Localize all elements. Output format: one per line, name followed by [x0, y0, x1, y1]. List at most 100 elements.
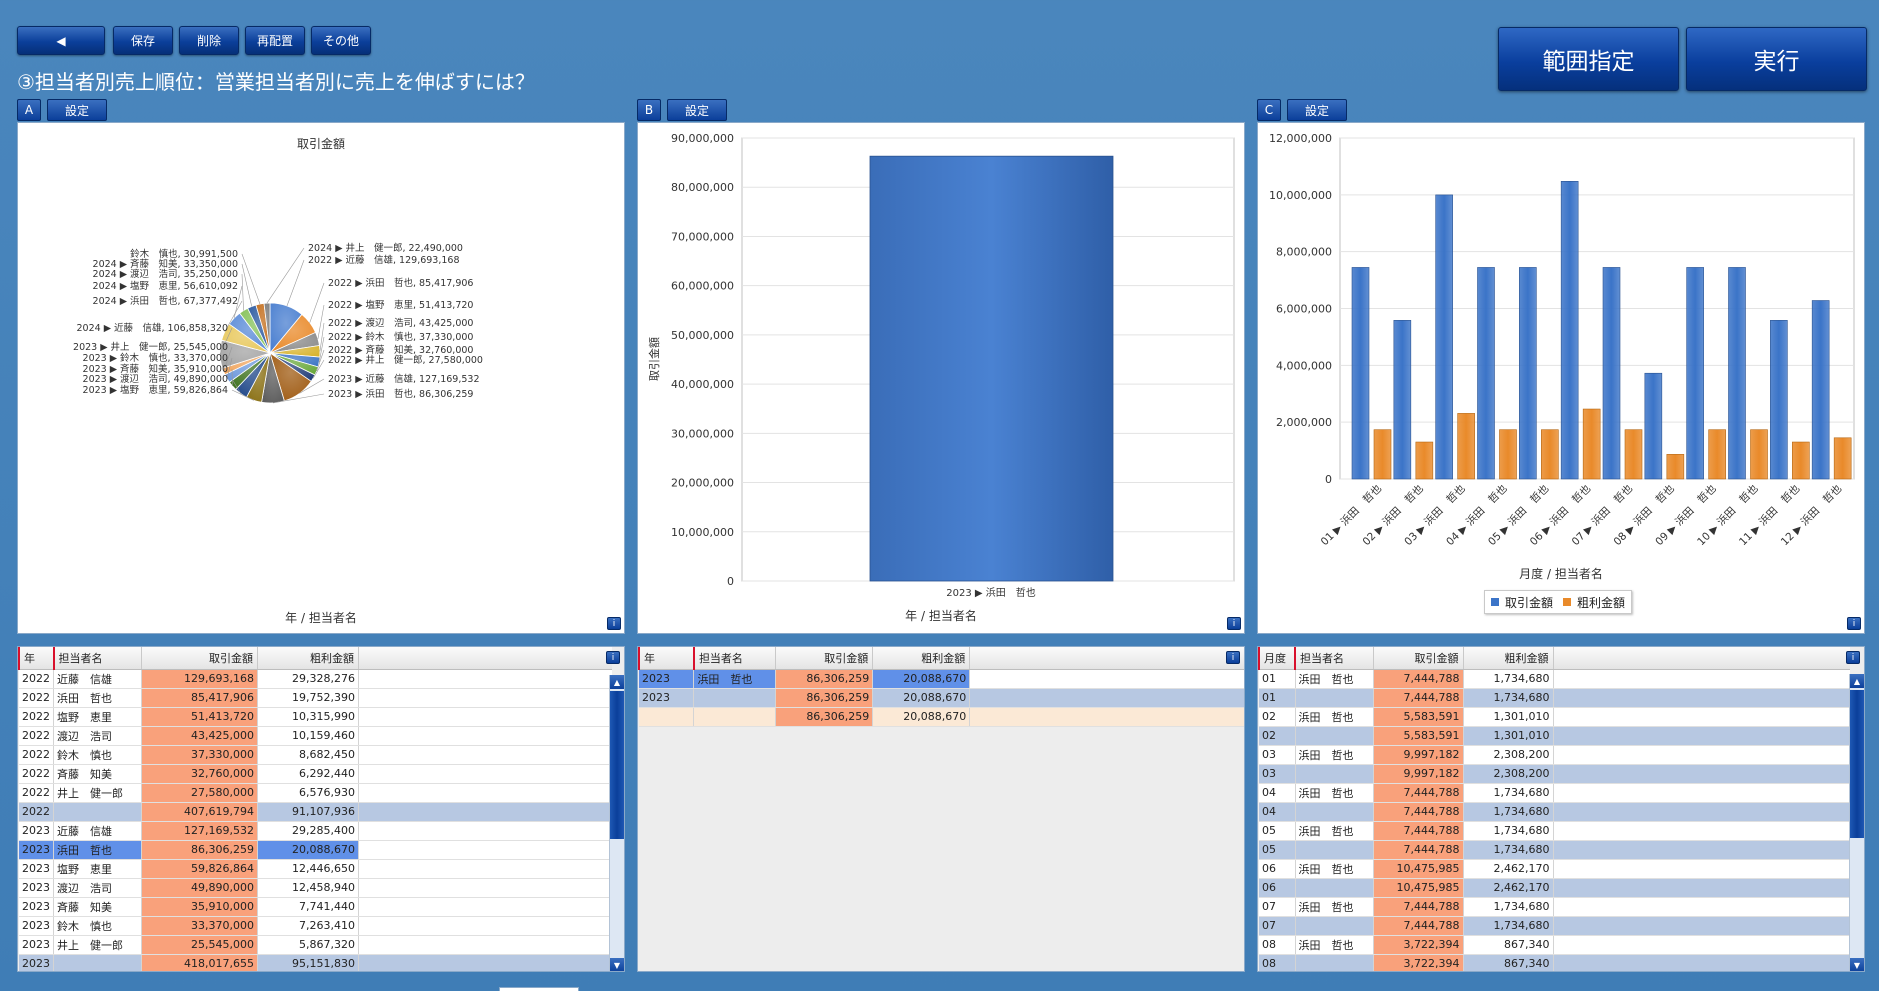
cell-profit[interactable]: 6,292,440 — [257, 764, 359, 784]
cell-period[interactable]: 2022 — [19, 764, 54, 784]
cell-amount[interactable]: 7,444,788 — [1373, 840, 1464, 860]
cell-period[interactable]: 2022 — [19, 745, 54, 765]
cell-person[interactable]: 塩野 恵里 — [53, 859, 142, 879]
cell-profit[interactable]: 8,682,450 — [257, 745, 359, 765]
column-header-profit[interactable]: 粗利金額 — [1463, 647, 1554, 670]
cell-person[interactable]: 近藤 信雄 — [53, 821, 142, 841]
cell-person[interactable] — [53, 954, 142, 971]
bar-amount[interactable] — [1811, 300, 1830, 480]
info-icon[interactable]: i — [1846, 651, 1860, 664]
cell-person[interactable] — [53, 802, 142, 822]
table-row[interactable]: 2023 井上 健一郎 25,545,000 5,867,320 — [19, 935, 612, 955]
table-row[interactable]: 05 7,444,788 1,734,680 — [1259, 840, 1850, 860]
info-icon[interactable]: i — [1847, 617, 1861, 630]
cell-profit[interactable]: 867,340 — [1463, 954, 1554, 971]
panel-c-setting-button[interactable]: 設定 — [1287, 99, 1347, 121]
cell-profit[interactable]: 7,263,410 — [257, 916, 359, 936]
scroll-down-icon[interactable]: ▼ — [1850, 958, 1864, 971]
cell-amount[interactable]: 127,169,532 — [141, 821, 258, 841]
cell-profit[interactable]: 1,734,680 — [1463, 688, 1554, 708]
cell-amount[interactable]: 3,722,394 — [1373, 935, 1464, 955]
cell-amount[interactable]: 10,475,985 — [1373, 859, 1464, 879]
info-icon[interactable]: i — [1226, 651, 1240, 664]
cell-amount[interactable]: 7,444,788 — [1373, 897, 1464, 917]
table-row[interactable]: 2023 浜田 哲也 86,306,259 20,088,670 — [19, 840, 612, 860]
cell-period[interactable]: 2023 — [19, 954, 54, 971]
cell-amount[interactable]: 7,444,788 — [1373, 783, 1464, 803]
cell-amount[interactable]: 7,444,788 — [1373, 802, 1464, 822]
bar-profit[interactable] — [1750, 429, 1768, 480]
info-icon[interactable]: i — [606, 651, 620, 664]
cell-profit[interactable]: 5,867,320 — [257, 935, 359, 955]
cell-person[interactable]: 斉藤 知美 — [53, 764, 142, 784]
cell-person[interactable] — [1295, 764, 1374, 784]
cell-person[interactable]: 浜田 哲也 — [1295, 897, 1374, 917]
bar-profit[interactable] — [1541, 429, 1559, 480]
scrollbar-thumb[interactable] — [610, 691, 624, 839]
info-icon[interactable]: i — [1227, 617, 1241, 630]
column-header-amount[interactable]: 取引金額 — [775, 647, 874, 670]
cell-period[interactable]: 2022 — [19, 783, 54, 803]
cell-period[interactable]: 2023 — [19, 859, 54, 879]
vertical-scrollbar[interactable]: ▲ ▼ — [609, 675, 624, 971]
cell-period[interactable]: 2022 — [19, 669, 54, 689]
cell-period[interactable]: 05 — [1259, 840, 1296, 860]
cell-amount[interactable]: 7,444,788 — [1373, 688, 1464, 708]
column-header-person[interactable]: 担当者名 — [52, 647, 142, 670]
cell-amount[interactable]: 51,413,720 — [141, 707, 258, 727]
table-row[interactable]: 2022 塩野 恵里 51,413,720 10,315,990 — [19, 707, 612, 727]
bar-amount[interactable] — [1393, 320, 1412, 480]
cell-profit[interactable]: 1,734,680 — [1463, 897, 1554, 917]
cell-amount[interactable]: 27,580,000 — [141, 783, 258, 803]
bar-profit[interactable] — [1373, 429, 1392, 480]
cell-amount[interactable]: 86,306,259 — [775, 707, 874, 727]
cell-person[interactable]: 渡辺 浩司 — [53, 726, 142, 746]
cell-profit[interactable]: 867,340 — [1463, 935, 1554, 955]
bar-amount[interactable] — [1477, 267, 1495, 480]
bar-profit[interactable] — [1792, 441, 1810, 480]
cell-amount[interactable]: 7,444,788 — [1373, 669, 1464, 689]
bar-profit[interactable] — [1582, 408, 1601, 480]
table-row[interactable]: 07 浜田 哲也 7,444,788 1,734,680 — [1259, 897, 1850, 917]
table-row[interactable]: 2022 浜田 哲也 85,417,906 19,752,390 — [19, 688, 612, 708]
scrollbar-thumb[interactable] — [1850, 690, 1864, 838]
bar[interactable] — [869, 155, 1114, 582]
cell-amount[interactable]: 3,722,394 — [1373, 954, 1464, 971]
table-row[interactable]: 2023 浜田 哲也 86,306,259 20,088,670 — [639, 669, 1244, 689]
table-row[interactable]: 2022 407,619,794 91,107,936 — [19, 802, 612, 822]
cell-person[interactable]: 鈴木 慎也 — [53, 916, 142, 936]
cell-person[interactable]: 浜田 哲也 — [1295, 669, 1374, 689]
cell-person[interactable]: 浜田 哲也 — [1295, 783, 1374, 803]
cell-profit[interactable]: 6,576,930 — [257, 783, 359, 803]
cell-person[interactable]: 井上 健一郎 — [53, 783, 142, 803]
cell-amount[interactable]: 5,583,591 — [1373, 707, 1464, 727]
cell-profit[interactable]: 7,741,440 — [257, 897, 359, 917]
column-header-person[interactable]: 担当者名 — [1294, 647, 1374, 670]
column-header-amount[interactable]: 取引金額 — [1373, 647, 1464, 670]
table-row[interactable]: 06 10,475,985 2,462,170 — [1259, 878, 1850, 898]
cell-period[interactable]: 03 — [1259, 764, 1296, 784]
other-button[interactable]: その他 — [311, 26, 371, 55]
cell-person[interactable] — [1295, 726, 1374, 746]
cell-profit[interactable]: 29,285,400 — [257, 821, 359, 841]
cell-profit[interactable]: 20,088,670 — [872, 669, 971, 689]
cell-period[interactable]: 01 — [1259, 688, 1296, 708]
cell-person[interactable]: 渡辺 浩司 — [53, 878, 142, 898]
cell-amount[interactable]: 9,997,182 — [1373, 764, 1464, 784]
cell-amount[interactable]: 86,306,259 — [141, 840, 258, 860]
table-row[interactable]: 01 浜田 哲也 7,444,788 1,734,680 — [1259, 669, 1850, 689]
scroll-up-icon[interactable]: ▲ — [610, 675, 624, 689]
cell-period[interactable]: 08 — [1259, 954, 1296, 971]
column-header-amount[interactable]: 取引金額 — [141, 647, 258, 670]
table-row[interactable]: 02 5,583,591 1,301,010 — [1259, 726, 1850, 746]
table-row[interactable]: 2023 86,306,259 20,088,670 — [639, 688, 1244, 708]
cell-person[interactable]: 塩野 恵里 — [53, 707, 142, 727]
table-row[interactable]: 02 浜田 哲也 5,583,591 1,301,010 — [1259, 707, 1850, 727]
table-row[interactable]: 2022 渡辺 浩司 43,425,000 10,159,460 — [19, 726, 612, 746]
cell-period[interactable]: 01 — [1259, 669, 1296, 689]
cell-amount[interactable]: 59,826,864 — [141, 859, 258, 879]
cell-person[interactable] — [1295, 878, 1374, 898]
cell-period[interactable]: 2023 — [639, 688, 695, 708]
cell-profit[interactable]: 10,315,990 — [257, 707, 359, 727]
bar-amount[interactable] — [1644, 372, 1663, 480]
